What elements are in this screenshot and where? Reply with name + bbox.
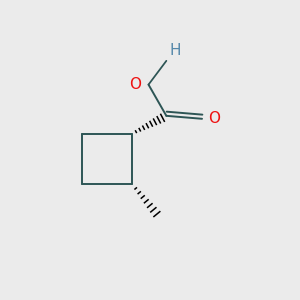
Text: O: O [208,111,220,126]
Text: H: H [169,43,181,58]
Text: O: O [129,77,141,92]
